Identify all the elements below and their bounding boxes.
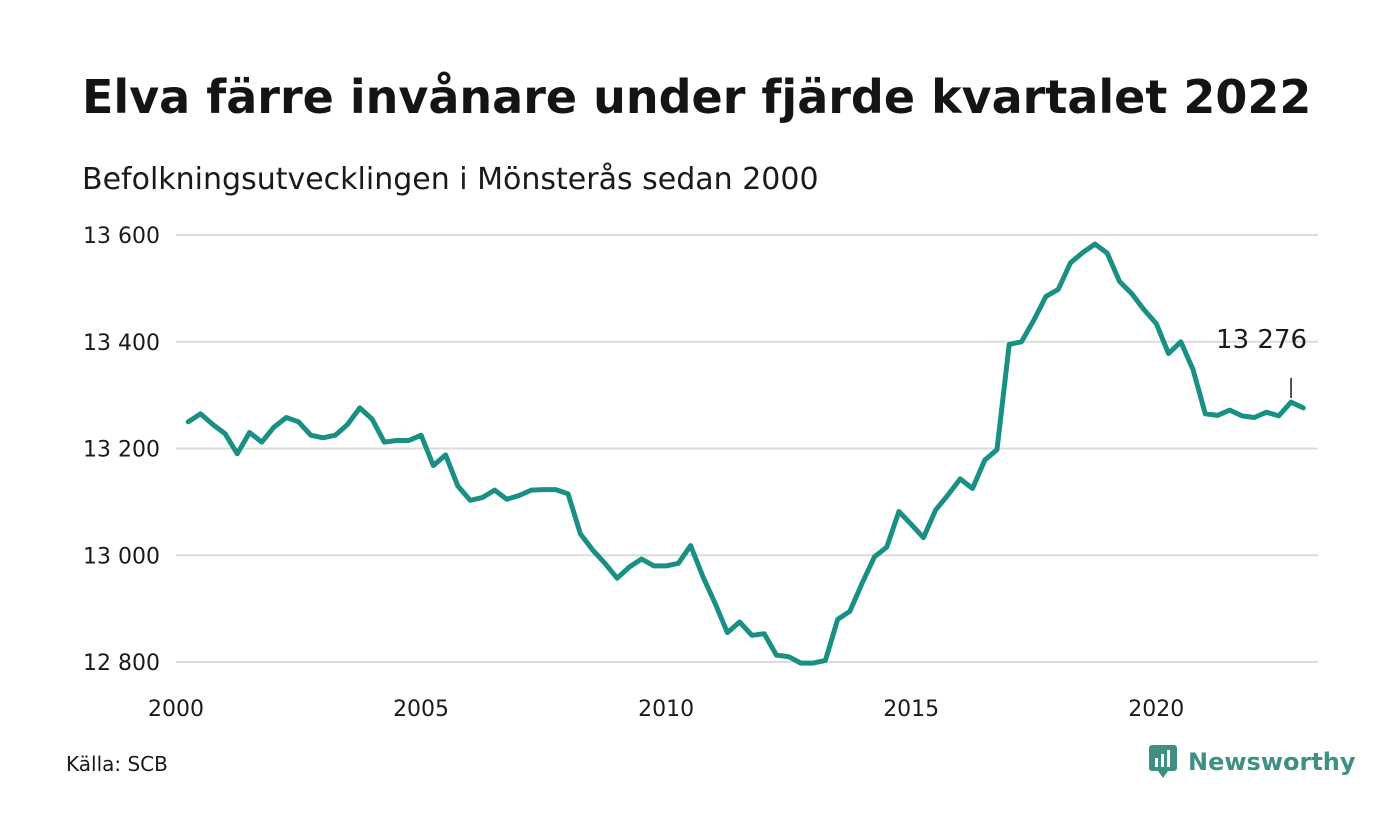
x-tick-label: 2000	[148, 697, 204, 722]
annotation-layer: 13 276	[1216, 325, 1307, 398]
last-value-label: 13 276	[1216, 325, 1307, 355]
newsworthy-logo-icon	[1149, 745, 1177, 778]
source-note: Källa: SCB	[66, 752, 168, 776]
x-tick-label: 2015	[883, 697, 939, 722]
chart-title: Elva färre invånare under fjärde kvartal…	[82, 70, 1312, 124]
y-tick-label: 12 800	[83, 651, 160, 676]
chart-subtitle: Befolkningsutvecklingen i Mönsterås seda…	[82, 162, 819, 197]
y-tick-label: 13 400	[83, 331, 160, 356]
brand-name: Newsworthy	[1188, 748, 1356, 776]
y-tick-label: 13 000	[83, 544, 160, 569]
population-series-line	[185, 241, 1306, 666]
y-tick-label: 13 200	[83, 438, 160, 463]
brand-logo[interactable]: Newsworthy	[1148, 744, 1356, 780]
x-tick-label: 2020	[1128, 697, 1184, 722]
gridlines	[176, 234, 1318, 663]
x-tick-label: 2005	[393, 697, 449, 722]
y-axis-tick-labels: 12 800 13 000 13 200 13 400 13 600	[83, 224, 160, 676]
x-axis-tick-labels: 2000 2005 2010 2015 2020	[148, 697, 1184, 722]
x-tick-label: 2010	[638, 697, 694, 722]
series-line-layer	[185, 241, 1306, 666]
y-tick-label: 13 600	[83, 224, 160, 249]
